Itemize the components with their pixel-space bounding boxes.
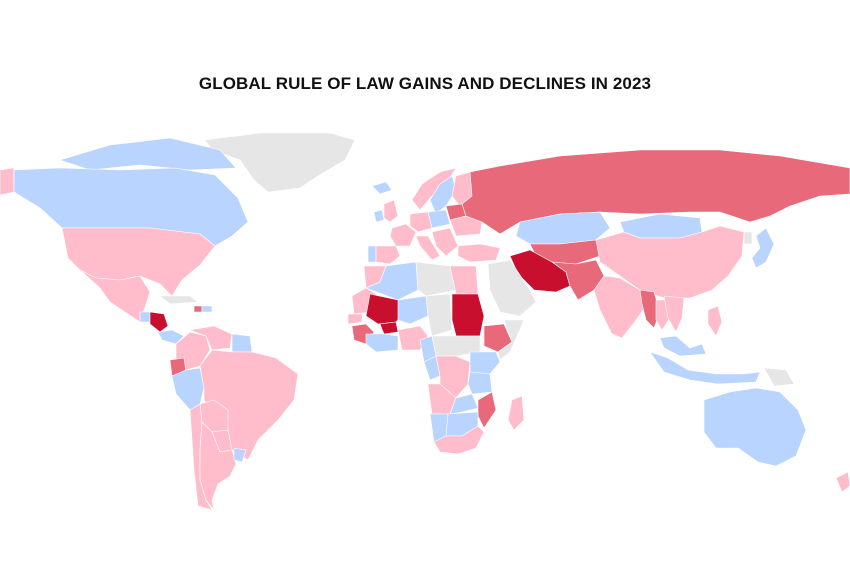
region-portugal bbox=[367, 245, 377, 263]
region-saudi-arabia bbox=[487, 259, 537, 317]
region-venezuela bbox=[189, 325, 233, 351]
region-libya bbox=[415, 261, 457, 297]
region-mongolia bbox=[619, 213, 703, 239]
region-senegal bbox=[347, 313, 363, 325]
region-north-korea bbox=[743, 231, 753, 245]
region-tanzania bbox=[467, 371, 493, 395]
region-sudan bbox=[451, 293, 485, 337]
region-zambia bbox=[449, 393, 479, 415]
region-australia bbox=[703, 387, 807, 467]
region-ireland bbox=[373, 209, 385, 223]
region-dominican-republic bbox=[201, 305, 213, 313]
region-italy bbox=[415, 235, 441, 261]
region-papua bbox=[763, 367, 795, 387]
region-iceland bbox=[371, 181, 393, 195]
region-alaska bbox=[0, 167, 15, 196]
region-indonesia bbox=[649, 351, 761, 385]
region-canada bbox=[13, 167, 249, 247]
region-uruguay bbox=[233, 447, 247, 463]
region-philippines bbox=[707, 305, 723, 337]
region-ivory-coast-ghana bbox=[365, 333, 399, 353]
region-balkans bbox=[431, 227, 459, 257]
region-guyana-suriname bbox=[231, 333, 253, 353]
region-india bbox=[593, 275, 651, 339]
region-somalia bbox=[497, 319, 525, 361]
region-canadian-arctic-islands bbox=[59, 137, 237, 171]
map-title: GLOBAL RULE OF LAW GAINS AND DECLINES IN… bbox=[198, 74, 652, 93]
region-cuba bbox=[159, 295, 199, 305]
region-greenland bbox=[204, 132, 356, 193]
region-ukraine bbox=[449, 215, 483, 237]
region-costa-rica-panama bbox=[157, 329, 185, 345]
region-spain bbox=[375, 245, 401, 265]
region-uk bbox=[383, 199, 399, 223]
region-myanmar bbox=[639, 289, 661, 329]
region-france bbox=[389, 223, 417, 247]
region-japan bbox=[751, 227, 775, 269]
region-malaysia bbox=[659, 335, 707, 357]
region-south-africa bbox=[433, 425, 485, 455]
region-mozambique bbox=[477, 391, 497, 429]
region-vietnam-cambodia bbox=[663, 295, 685, 333]
region-east-africa bbox=[469, 351, 501, 375]
region-niger bbox=[397, 295, 429, 325]
region-chad bbox=[425, 293, 453, 337]
region-burkina-faso bbox=[379, 321, 399, 335]
region-madagascar bbox=[507, 395, 525, 431]
region-mexico bbox=[79, 269, 151, 323]
region-norway bbox=[411, 167, 457, 211]
region-drc bbox=[435, 355, 471, 399]
region-china bbox=[595, 225, 745, 299]
region-germany bbox=[409, 211, 433, 233]
region-russia bbox=[461, 149, 850, 235]
region-haiti bbox=[193, 305, 203, 313]
region-poland bbox=[427, 209, 451, 229]
region-argentina bbox=[199, 421, 237, 511]
region-peru bbox=[171, 367, 205, 411]
region-new-zealand bbox=[835, 471, 850, 493]
region-nicaragua bbox=[149, 311, 169, 333]
region-turkey bbox=[457, 243, 501, 263]
